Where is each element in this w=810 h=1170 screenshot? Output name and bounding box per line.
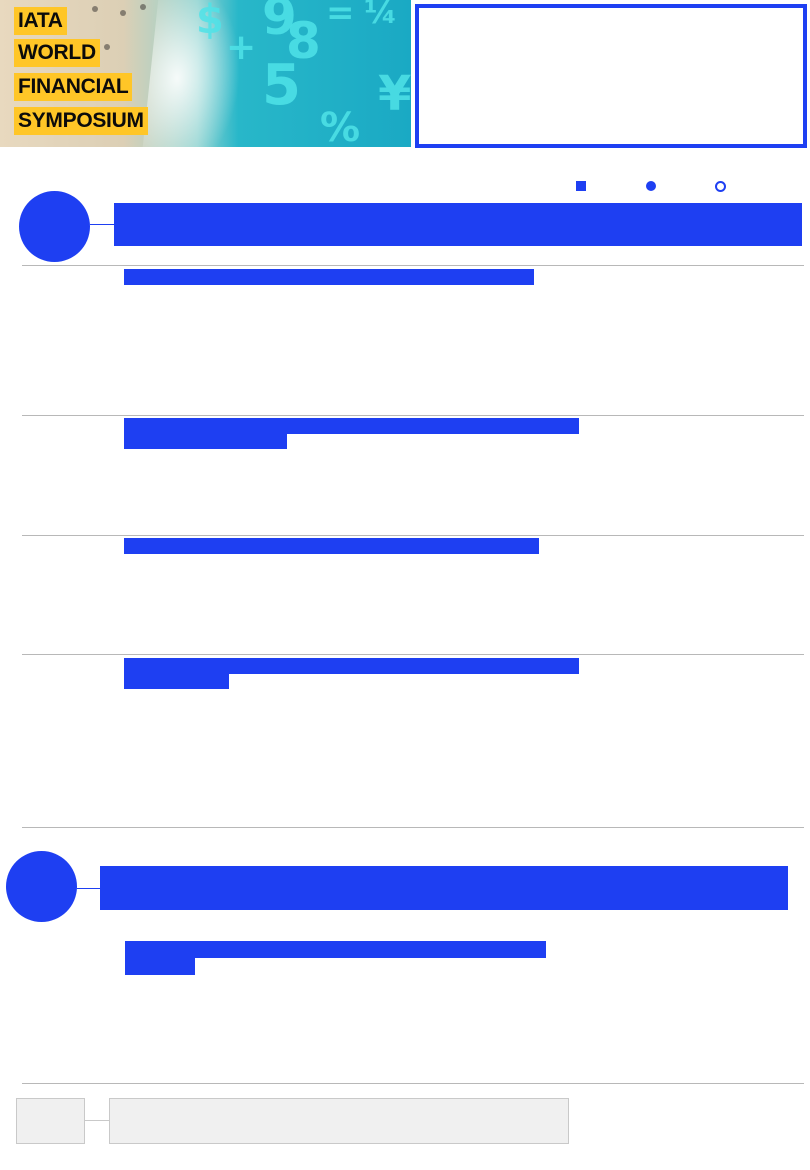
ring-icon [715, 181, 726, 192]
section-2-marker [6, 851, 77, 922]
percent-glyph: % [320, 108, 360, 147]
equals-glyph: = [326, 0, 355, 30]
banner-word-symposium: SYMPOSIUM [14, 107, 148, 135]
section-2-heading-bar [100, 866, 788, 910]
section-2-connector [77, 888, 100, 889]
section-1-heading-bar [114, 203, 802, 246]
session-4-title-bar-line2 [124, 674, 229, 689]
banner-word-iata: IATA [14, 7, 67, 35]
square-icon [576, 181, 586, 191]
divider [22, 535, 804, 536]
footer-text-box [109, 1098, 569, 1144]
session-5-title-bar [125, 941, 546, 958]
divider [22, 415, 804, 416]
beach-figure [140, 4, 146, 10]
section-1-connector [90, 224, 114, 225]
quarter-glyph: ¼ [364, 0, 397, 28]
banner-word-world: WORLD [14, 39, 100, 67]
session-2-title-bar-line2 [124, 434, 287, 449]
dollar-glyph: $ [196, 0, 224, 40]
session-1-title-bar [124, 269, 534, 285]
wave-foam [140, 0, 250, 147]
plus-glyph: + [226, 30, 256, 66]
beach-figure [104, 44, 110, 50]
beach-figure [92, 6, 98, 12]
session-5-title-bar-line2 [125, 958, 195, 975]
header-info-box [415, 4, 807, 148]
divider [22, 654, 804, 655]
divider [22, 827, 804, 828]
session-2-title-bar [124, 418, 579, 434]
yen-glyph: ¥ [378, 70, 411, 118]
session-4-title-bar [124, 658, 579, 674]
divider [22, 265, 804, 266]
footer-connector [84, 1120, 109, 1121]
section-1-marker [19, 191, 90, 262]
symposium-banner: $ + 9 8 = ¼ 5 ¥ % IATA WORLD FINANCIAL S… [0, 0, 411, 147]
beach-figure [120, 10, 126, 16]
filled-circle-icon [646, 181, 656, 191]
banner-word-financial: FINANCIAL [14, 73, 132, 101]
five-glyph: 5 [262, 58, 301, 114]
session-3-title-bar [124, 538, 539, 554]
footer-page-box [16, 1098, 85, 1144]
divider [22, 1083, 804, 1084]
